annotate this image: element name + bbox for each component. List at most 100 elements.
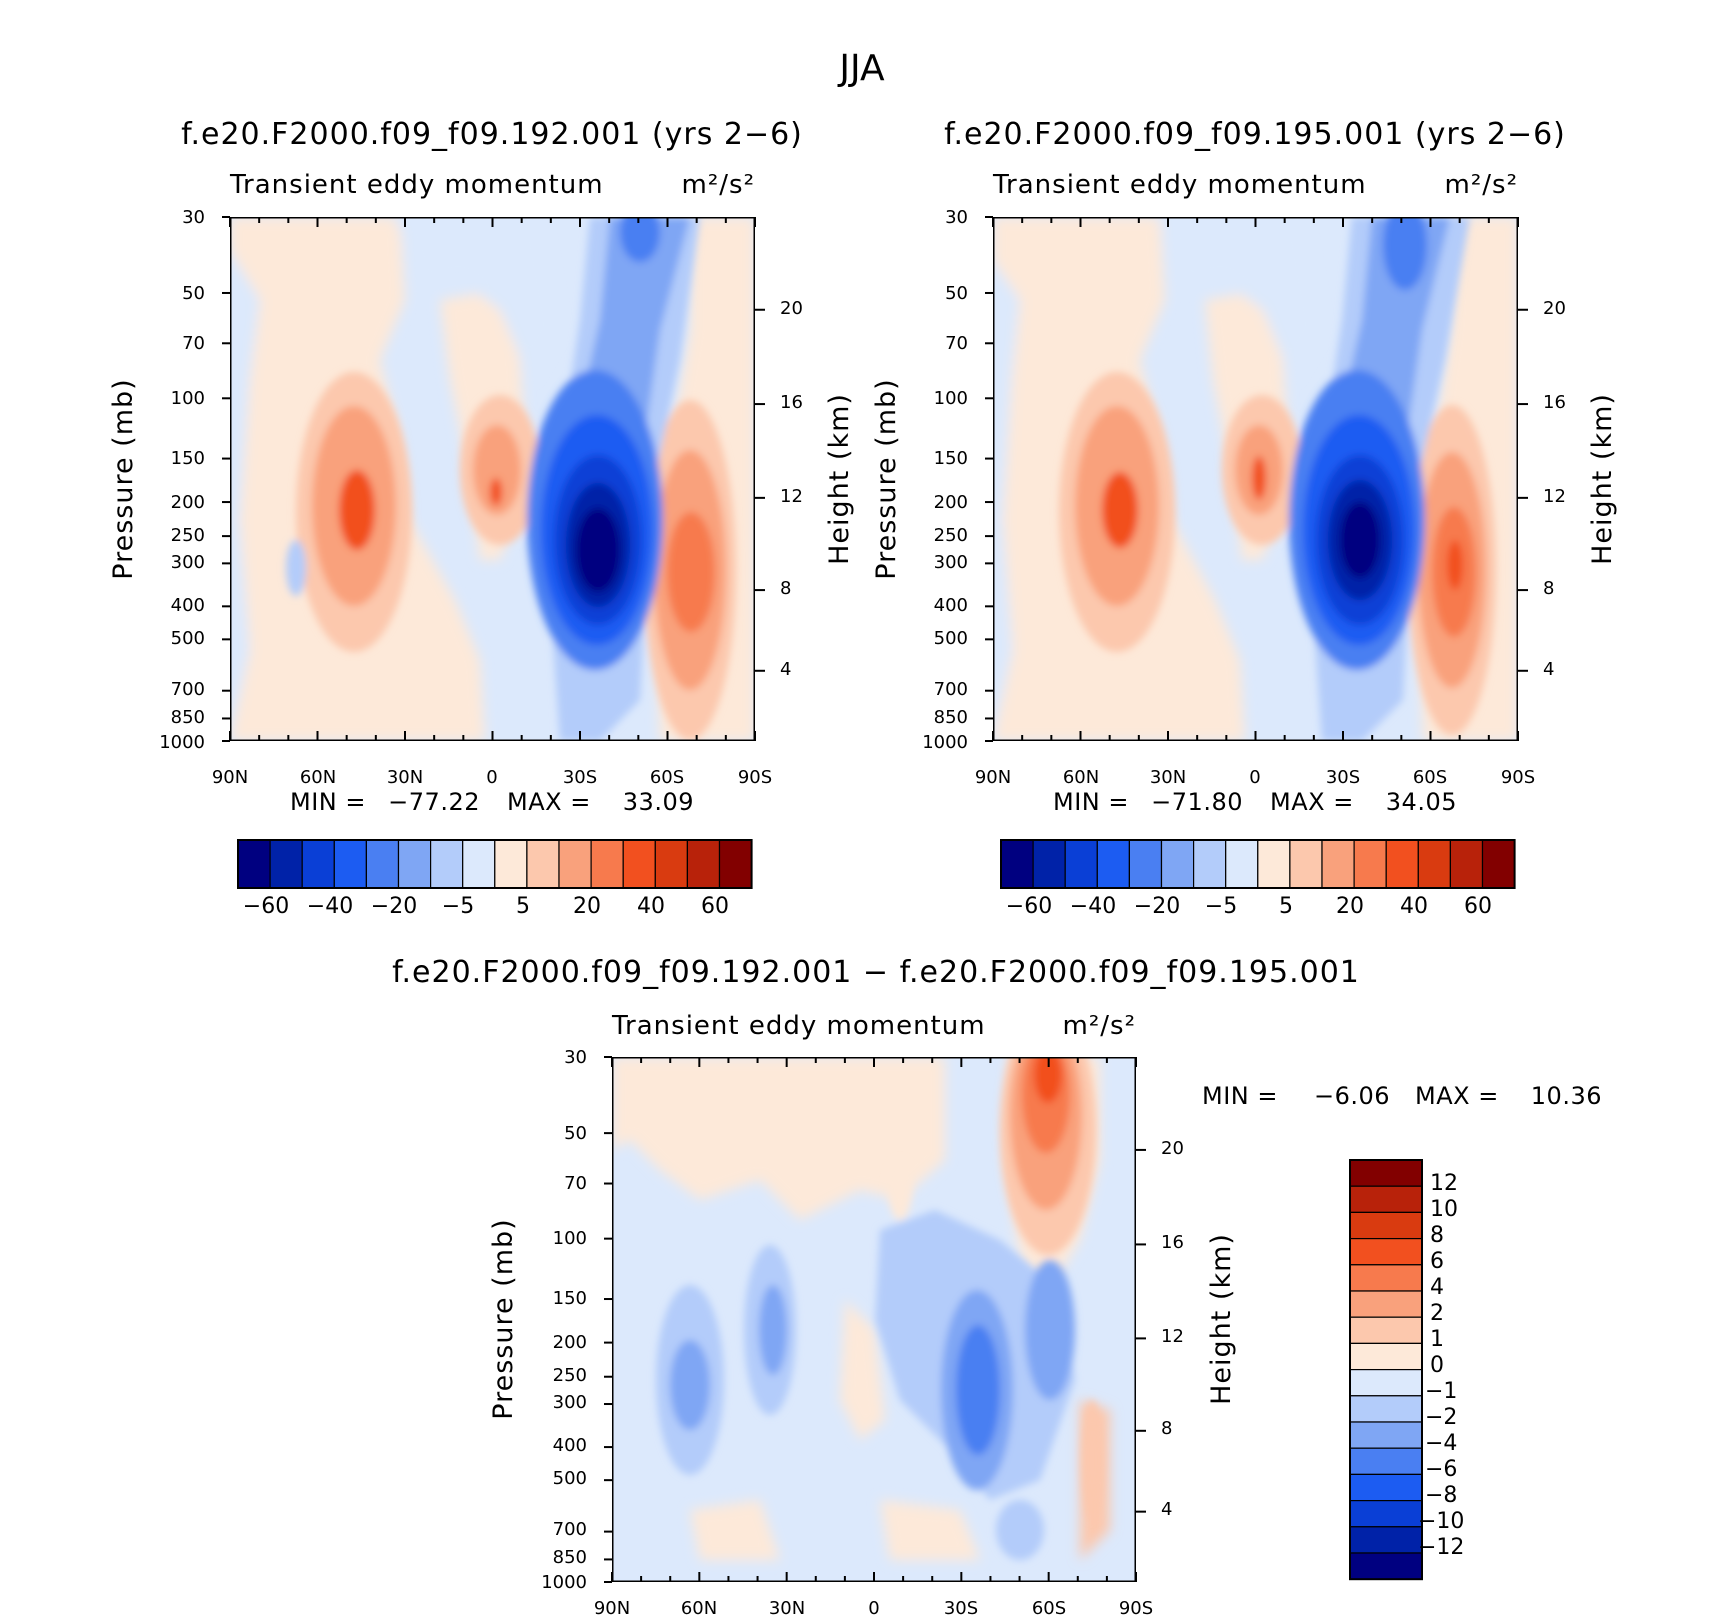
panel-2-colorbar-swatch-1 <box>1032 839 1066 889</box>
panel-1-colorbar-swatch-3 <box>333 839 367 889</box>
panel-3-xtick-90s: 90S <box>1119 1598 1153 1617</box>
panel-1-y-axis-label: Pressure (mb) <box>108 378 139 579</box>
panel-1-small-negative <box>286 540 306 596</box>
panel-1-ytick-250: 250 <box>171 525 205 546</box>
panel-3-cbar-label-n10: −10 <box>1418 1509 1464 1534</box>
panel-3-ytick-100: 100 <box>553 1228 587 1249</box>
panel-1-subtitle: Transient eddy momentum <box>229 170 604 200</box>
panel-3-ytick-300: 300 <box>553 1392 587 1413</box>
panel-2-y-axis-label-right: Height (km) <box>1587 393 1618 565</box>
panel-3-cbar-label-1: 1 <box>1430 1327 1444 1352</box>
panel-3-colorbar-swatch-10 <box>1349 1421 1423 1449</box>
panel-1-cbar-label-n20: −20 <box>371 894 417 919</box>
panel-2-ytick-50: 50 <box>945 283 968 304</box>
panel-3-cbar-label-0: 0 <box>1430 1353 1444 1378</box>
panel-3-colorbar-swatch-7 <box>1349 1342 1423 1371</box>
panel-3-contour-field <box>612 1057 1136 1582</box>
panel-1-ytick-200: 200 <box>171 492 205 513</box>
panel-1-colorbar-swatch-6 <box>430 839 464 889</box>
panel-3-colorbar-swatch-9 <box>1349 1395 1423 1423</box>
panel-3-ytick-200: 200 <box>553 1332 587 1353</box>
panel-3-x-ticks: 90N 60N 30N 0 30S 60S 90S <box>594 1598 1153 1617</box>
panel-3-y-ticks-right: 20 16 12 8 4 <box>1161 1138 1184 1520</box>
panel-3-ytick-70: 70 <box>564 1173 587 1194</box>
panel-1-ytick-1000: 1000 <box>159 732 205 753</box>
panel-1-cbar-label-n40: −40 <box>307 894 353 919</box>
panel-2-xtick-90n: 90N <box>975 767 1011 788</box>
panel-3-cbar-label-n1: −1 <box>1425 1379 1457 1404</box>
panel-3-ytick-400: 400 <box>553 1435 587 1456</box>
panel-1-cbar-label-5: 5 <box>516 894 530 919</box>
panel-3-ytick-50: 50 <box>564 1123 587 1144</box>
panel-2-units: m²/s² <box>1445 170 1518 200</box>
panel-3-height-12: 12 <box>1161 1326 1184 1347</box>
panel-3-xtick-60n: 60N <box>681 1598 717 1617</box>
panel-3-colorbar <box>1349 1159 1423 1581</box>
panel-1-colorbar-border <box>237 839 753 889</box>
panel-3-cbar-label-8: 8 <box>1430 1223 1444 1248</box>
panel-2-upper-negative <box>1383 217 1427 290</box>
panel-2-max-label: MAX = <box>1270 788 1354 816</box>
panel-2-colorbar-swatch-15 <box>1481 839 1516 889</box>
panel-3-subtitle: Transient eddy momentum <box>611 1011 986 1041</box>
panel-3-negative-sh-l3 <box>956 1325 1000 1455</box>
panel-1-colorbar-labels: −60 −40 −20 −5 5 20 40 60 <box>243 894 729 919</box>
panel-1-jet-trop-l3 <box>490 478 502 506</box>
panel-1-ytick-700: 700 <box>171 679 205 700</box>
panel-3-height-20: 20 <box>1161 1138 1184 1159</box>
panel-3-height-4: 4 <box>1161 1499 1172 1520</box>
panel-2-xtick-60n: 60N <box>1063 767 1099 788</box>
panel-1-ytick-100: 100 <box>171 388 205 409</box>
panel-1-cbar-label-n60: −60 <box>243 894 289 919</box>
panel-2-height-8: 8 <box>1543 578 1554 599</box>
panel-2-ytick-300: 300 <box>934 552 968 573</box>
panel-2-stats: MIN = −71.80 MAX = 34.05 <box>1053 788 1457 816</box>
panel-3-sh-positive-small <box>1082 1400 1102 1520</box>
panel-2-jet-trop-l3 <box>1252 456 1266 500</box>
panel-2-colorbar-swatch-8 <box>1257 839 1291 889</box>
panel-1-jet-nh-l3 <box>339 470 375 550</box>
panel-1-positive-top-left <box>230 217 400 360</box>
panel-1-jet-trop-l2 <box>473 425 521 515</box>
panel-2-sh-negative-l7 <box>1340 502 1380 578</box>
panel-1-colorbar-swatch-5 <box>397 839 432 889</box>
panel-1-y-axis-label-right: Height (km) <box>824 393 855 565</box>
panel-2-axes: 30 50 70 100 150 200 250 300 400 500 700… <box>871 207 1618 788</box>
panel-3-cbar-label-2: 2 <box>1430 1301 1444 1326</box>
panel-3-colorbar-swatch-3 <box>1349 1237 1423 1266</box>
panel-1-colorbar-swatch-8 <box>494 839 528 889</box>
panel-3: f.e20.F2000.f09_f09.192.001 − f.e20.F200… <box>392 955 1602 1617</box>
panel-2-height-16: 16 <box>1543 392 1566 413</box>
panel-3-colorbar-swatch-8 <box>1349 1368 1423 1397</box>
panel-2-ytick-30: 30 <box>945 207 968 228</box>
panel-2-height-12: 12 <box>1543 486 1566 507</box>
panel-1-height-12: 12 <box>780 486 803 507</box>
panel-3-cbar-label-n8: −8 <box>1425 1483 1457 1508</box>
panel-3-colorbar-swatch-6 <box>1349 1316 1423 1344</box>
panel-1-jet-sh-l3 <box>667 512 715 632</box>
panel-3-colorbar-swatch-4 <box>1349 1264 1423 1292</box>
panel-3-axes: 30 50 70 100 150 200 250 300 400 500 700… <box>488 1047 1237 1617</box>
panel-3-negative-40n-l2 <box>759 1285 787 1375</box>
panel-1-height-4: 4 <box>780 659 791 680</box>
panel-1-ytick-300: 300 <box>171 552 205 573</box>
panel-3-stats: MIN = −6.06 MAX = 10.36 <box>1202 1082 1602 1110</box>
panel-3-colorbar-swatch-1 <box>1349 1185 1423 1213</box>
panel-2-ytick-250: 250 <box>934 525 968 546</box>
panel-3-min-label: MIN = <box>1202 1082 1278 1110</box>
panel-1-min-label: MIN = <box>290 788 366 816</box>
panel-3-colorbar-labels: 12 10 8 6 4 2 1 0 −1 −2 −4 −6 −8 −10 −12 <box>1418 1171 1464 1560</box>
panel-2-ytick-500: 500 <box>934 628 968 649</box>
panel-1-xtick-60s: 60S <box>650 767 684 788</box>
panel-1-contour-field <box>230 217 755 741</box>
panel-2-cbar-label-60: 60 <box>1464 894 1492 919</box>
panel-2-cbar-label-n20: −20 <box>1134 894 1180 919</box>
panel-1-units: m²/s² <box>682 170 755 200</box>
panel-1-colorbar-swatch-1 <box>269 839 303 889</box>
panel-1-colorbar-swatch-12 <box>622 839 656 889</box>
panel-2-y-ticks-left: 30 50 70 100 150 200 250 300 400 500 700… <box>922 207 968 753</box>
panel-1-xtick-0: 0 <box>486 767 497 788</box>
panel-3-cbar-label-6: 6 <box>1430 1249 1444 1274</box>
panel-1-colorbar-swatch-15 <box>718 839 753 889</box>
panel-1-axes: 30 50 70 100 150 200 250 300 400 500 700… <box>108 207 855 788</box>
